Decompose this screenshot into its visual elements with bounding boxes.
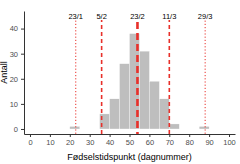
x-tick: 40 bbox=[106, 134, 114, 147]
y-tick: 0 bbox=[14, 125, 24, 134]
x-tick: 80 bbox=[186, 134, 194, 147]
marks bbox=[70, 11, 209, 134]
x-tick: 70 bbox=[166, 134, 174, 147]
reference-label: 23/2 bbox=[130, 12, 145, 21]
reference-line bbox=[101, 11, 103, 134]
reference-label: 23/1 bbox=[68, 12, 83, 21]
x-tick-mark bbox=[149, 134, 150, 137]
reference-line bbox=[136, 11, 139, 134]
x-tick-label: 80 bbox=[186, 138, 194, 147]
x-tick-mark bbox=[169, 134, 170, 137]
y-tick-mark bbox=[21, 29, 24, 30]
y-tick-label: 10 bbox=[10, 100, 18, 109]
x-tick-mark bbox=[90, 134, 91, 137]
x-tick: 50 bbox=[126, 134, 134, 147]
x-axis-title: Fødselstidspunkt (dagnummer) bbox=[67, 152, 192, 162]
x-tick-mark bbox=[30, 134, 31, 137]
x-tick-label: 40 bbox=[106, 138, 114, 147]
x-tick-mark bbox=[229, 134, 230, 137]
y-axis-line bbox=[24, 12, 25, 135]
x-tick: 0 bbox=[28, 134, 32, 147]
reference-label: 5/2 bbox=[96, 12, 106, 21]
y-tick-label: 30 bbox=[10, 50, 18, 59]
y-tick: 10 bbox=[10, 100, 24, 109]
plot: 23/1 5/2 23/2 11/3 29/3 0 10 20 30 40 50 60 70 80 90 10… bbox=[10, 11, 236, 147]
chart: 23/1 5/2 23/2 11/3 29/3 0 10 20 30 40 50 60 70 80 90 10… bbox=[0, 0, 240, 164]
label-background bbox=[93, 11, 111, 20]
x-tick: 60 bbox=[146, 134, 154, 147]
y-tick-mark bbox=[21, 104, 24, 105]
reference-labels: 23/1 5/2 23/2 11/3 29/3 bbox=[67, 11, 214, 21]
bar bbox=[80, 128, 90, 129]
x-tick-mark bbox=[110, 134, 111, 137]
y-tick: 30 bbox=[10, 50, 24, 59]
bar bbox=[110, 99, 120, 129]
y-tick-label: 20 bbox=[10, 75, 18, 84]
y-tick-mark bbox=[21, 79, 24, 80]
y-tick-mark bbox=[21, 129, 24, 130]
x-tick-mark bbox=[50, 134, 51, 137]
label-background bbox=[196, 11, 214, 20]
x-tick-mark bbox=[130, 134, 131, 137]
label-background bbox=[160, 11, 178, 20]
x-tick-label: 0 bbox=[28, 138, 32, 147]
reference-label: 29/3 bbox=[198, 12, 213, 21]
x-tick-label: 10 bbox=[46, 138, 54, 147]
bar bbox=[179, 128, 189, 129]
label-background bbox=[128, 11, 146, 20]
x-tick: 20 bbox=[66, 134, 74, 147]
bar bbox=[90, 128, 100, 129]
x-tick: 90 bbox=[205, 134, 213, 147]
x-tick-label: 30 bbox=[86, 138, 94, 147]
bar bbox=[70, 126, 80, 129]
x-tick: 100 bbox=[223, 134, 236, 147]
bar bbox=[149, 81, 159, 129]
x-tick-label: 100 bbox=[223, 138, 236, 147]
x-tick: 10 bbox=[46, 134, 54, 147]
reference-line bbox=[75, 11, 76, 134]
x-tick-mark bbox=[70, 134, 71, 137]
y-tick-mark bbox=[21, 54, 24, 55]
x-tick-label: 60 bbox=[146, 138, 154, 147]
y-tick: 40 bbox=[10, 24, 24, 33]
y-tick: 20 bbox=[10, 75, 24, 84]
x-tick-label: 90 bbox=[205, 138, 213, 147]
reference-label: 11/3 bbox=[162, 12, 176, 21]
x-tick-mark bbox=[189, 134, 190, 137]
x-tick-mark bbox=[209, 134, 210, 137]
x-tick-label: 50 bbox=[126, 138, 134, 147]
bar bbox=[189, 128, 199, 129]
reference-line bbox=[205, 11, 206, 134]
bar bbox=[169, 124, 179, 129]
bar bbox=[139, 51, 149, 129]
y-tick-label: 0 bbox=[14, 125, 18, 134]
label-background bbox=[67, 11, 85, 20]
x-tick: 30 bbox=[86, 134, 94, 147]
x-axis: 0 10 20 30 40 50 60 70 80 90 100 bbox=[25, 134, 236, 147]
bar bbox=[159, 99, 169, 129]
bar bbox=[120, 64, 130, 129]
y-axis-title: Antall bbox=[0, 61, 9, 84]
x-tick-label: 20 bbox=[66, 138, 74, 147]
reference-line bbox=[169, 11, 171, 134]
y-tick-label: 40 bbox=[10, 24, 18, 33]
bar bbox=[199, 126, 209, 129]
y-axis: 0 10 20 30 40 bbox=[10, 12, 25, 135]
x-tick-label: 70 bbox=[166, 138, 174, 147]
